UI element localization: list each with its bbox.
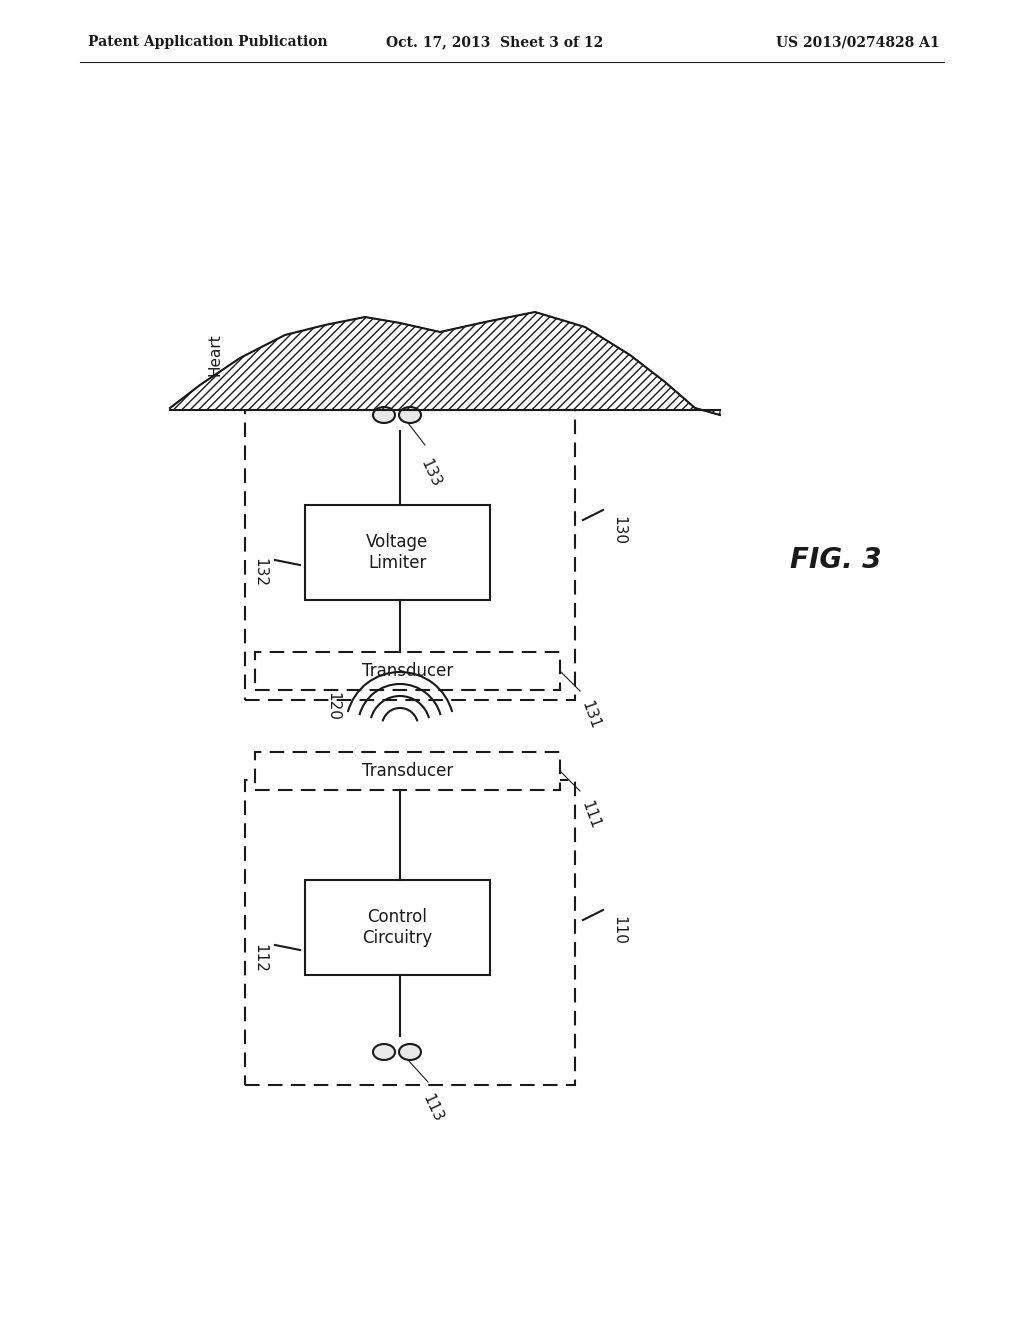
Text: US 2013/0274828 A1: US 2013/0274828 A1 bbox=[776, 36, 940, 49]
Ellipse shape bbox=[373, 407, 395, 422]
Text: 133: 133 bbox=[418, 457, 443, 490]
Text: Voltage
Limiter: Voltage Limiter bbox=[367, 533, 429, 572]
Text: Transducer: Transducer bbox=[361, 762, 454, 780]
Text: Heart: Heart bbox=[208, 334, 222, 376]
Text: Patent Application Publication: Patent Application Publication bbox=[88, 36, 328, 49]
Text: FIG. 3: FIG. 3 bbox=[790, 546, 882, 574]
Text: 110: 110 bbox=[611, 916, 626, 944]
Text: 130: 130 bbox=[611, 516, 626, 544]
Ellipse shape bbox=[373, 1044, 395, 1060]
Bar bbox=[245, 411, 575, 700]
Text: 112: 112 bbox=[252, 944, 267, 973]
Bar bbox=[305, 880, 490, 975]
Bar bbox=[245, 780, 575, 1085]
Text: 120: 120 bbox=[325, 692, 340, 721]
Ellipse shape bbox=[399, 407, 421, 422]
Ellipse shape bbox=[399, 1044, 421, 1060]
Text: Oct. 17, 2013  Sheet 3 of 12: Oct. 17, 2013 Sheet 3 of 12 bbox=[386, 36, 603, 49]
Bar bbox=[255, 652, 560, 690]
Text: 113: 113 bbox=[420, 1092, 445, 1125]
Text: 132: 132 bbox=[252, 557, 267, 586]
Text: 131: 131 bbox=[578, 700, 602, 731]
Bar bbox=[255, 752, 560, 789]
Text: Control
Circuitry: Control Circuitry bbox=[362, 908, 432, 946]
Bar bbox=[305, 506, 490, 601]
Text: Transducer: Transducer bbox=[361, 663, 454, 680]
Text: 111: 111 bbox=[578, 799, 602, 832]
